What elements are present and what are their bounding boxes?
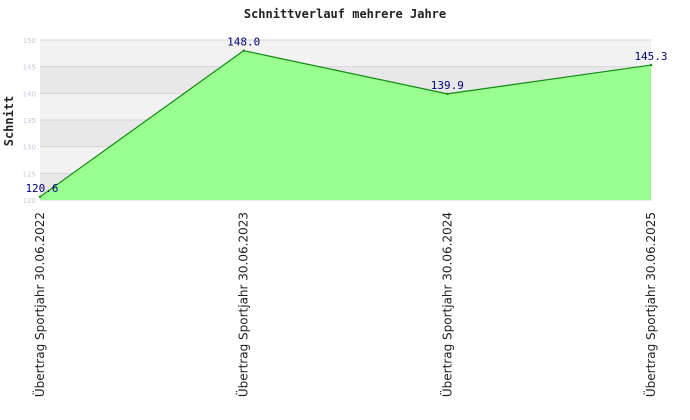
x-tick-label: Übertrag Sportjahr 30.06.2022 (31, 212, 47, 397)
y-tick-label: 145 (23, 64, 36, 72)
y-tick-labels: 120 125 130 135 140 145 150 (23, 37, 36, 205)
data-point (242, 49, 245, 52)
data-point (649, 63, 653, 67)
data-labels: 120.6 148.0 139.9 145.3 (25, 36, 667, 195)
series-area (38, 49, 653, 200)
x-tick-label: Übertrag Sportjahr 30.06.2025 (642, 212, 658, 397)
grid-band (40, 40, 651, 67)
data-label: 148.0 (227, 36, 260, 49)
data-label: 139.9 (431, 79, 464, 92)
y-tick-label: 130 (23, 144, 36, 152)
data-label: 145.3 (634, 50, 667, 63)
series-line (39, 50, 652, 198)
data-point (38, 195, 42, 198)
x-tick-labels: Übertrag Sportjahr 30.06.2022 Übertrag Sp… (31, 212, 658, 397)
x-tick-label: Übertrag Sportjahr 30.06.2023 (235, 212, 251, 397)
y-tick-label: 120 (23, 197, 36, 205)
y-tick-label: 150 (23, 37, 36, 45)
series-area-fill (40, 50, 651, 200)
y-axis-label: Schnitt (2, 96, 16, 147)
data-point (446, 92, 449, 96)
y-tick-label: 125 (23, 170, 36, 178)
data-label: 120.6 (25, 182, 58, 195)
y-tick-label: 140 (23, 90, 36, 98)
chart-title: Schnittverlauf mehrere Jahre (244, 7, 446, 21)
x-tick-label: Übertrag Sportjahr 30.06.2024 (438, 212, 454, 397)
y-tick-label: 135 (23, 117, 36, 125)
